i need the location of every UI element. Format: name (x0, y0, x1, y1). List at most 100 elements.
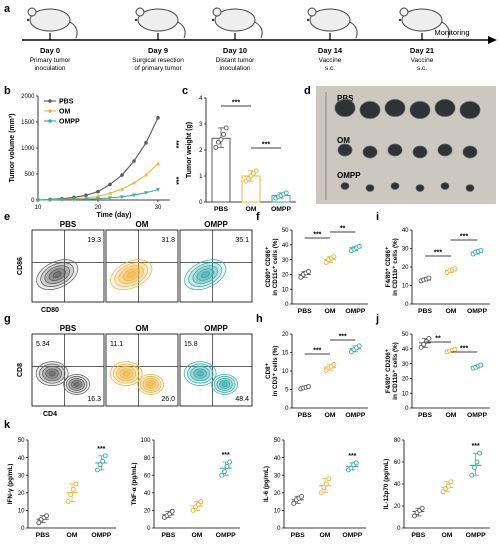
tumor-specimen (334, 99, 356, 117)
timeline-arrowhead (488, 36, 497, 44)
data-point-pbs (213, 144, 219, 150)
data-point-pbs (306, 268, 312, 274)
flow-contour (40, 262, 75, 287)
data-point-pbs (423, 338, 429, 344)
y-tick-label: 20 (144, 509, 151, 515)
flow-quadrant-value-upper-left: 5.34 (36, 341, 50, 348)
y-axis-label: F4/80⁺ CD86⁺ (385, 247, 392, 288)
flow-contour (183, 361, 217, 386)
y-tick-label: 0 (147, 526, 151, 532)
y-tick-label: 40 (18, 456, 25, 462)
y-axis-label: Tumor volume (mm³) (9, 113, 16, 182)
significance-label: *** (172, 177, 179, 185)
data-point-pbs (221, 131, 227, 137)
flow-quadrant-value-lower-right: 26.0 (161, 396, 175, 403)
panel-label-b: b (4, 85, 11, 97)
x-axis-label: Time (day) (97, 212, 132, 219)
tumor-specimen (415, 184, 425, 192)
significance-label: *** (97, 446, 105, 453)
data-point-om (331, 254, 337, 260)
data-point-om (448, 479, 454, 485)
data-point-om (190, 507, 196, 513)
timeline-event-line1: Distant tumor (216, 57, 255, 64)
data-point-om (96, 194, 100, 198)
mouse-eye (134, 18, 138, 22)
x-category-label: OMPP (345, 412, 365, 419)
data-point-pbs (108, 182, 112, 187)
x-category-label: OM (446, 308, 457, 315)
y-tick-label: 0 (277, 526, 281, 532)
y-tick-label: 40 (144, 491, 151, 497)
panel-label-i: i (376, 211, 379, 223)
x-category-label: OMPP (345, 308, 365, 315)
data-point-om (440, 489, 446, 495)
y-tick-label: 0 (285, 406, 289, 412)
tumor-specimen (337, 143, 353, 157)
tumor-specimen (459, 101, 481, 119)
significance-label: *** (313, 348, 321, 355)
x-tick-label: 30 (155, 205, 162, 211)
y-axis-label: in CD3⁺ cells (%) (272, 346, 279, 397)
tumor-specimen (387, 143, 403, 157)
data-point-om (73, 481, 79, 487)
flow-group-label: OMPP (204, 220, 228, 229)
y-tick-label: 20 (402, 265, 409, 271)
mouse-body (137, 8, 179, 32)
x-category-label: PBS (298, 412, 312, 419)
timeline-event-line2: inoculation (34, 65, 65, 72)
mouse-tail (349, 21, 358, 39)
y-tick-label: 1000 (21, 146, 35, 152)
y-tick-label: 80 (144, 456, 151, 462)
flow-quadrant-value-lower-right: 16.3 (87, 396, 101, 403)
mouse-eye (26, 18, 30, 22)
data-point-ompp (227, 459, 233, 465)
data-point-ompp (224, 463, 230, 469)
mouse-eye (306, 18, 310, 22)
data-point-pbs (218, 137, 224, 143)
x-tick-label: 20 (95, 205, 102, 211)
legend-marker (48, 119, 52, 123)
flow-contour (187, 363, 214, 384)
x-category-label: OM (320, 532, 331, 539)
tumor-specimen (359, 101, 381, 119)
y-tick-label: 20 (394, 504, 401, 510)
data-point-ompp (97, 462, 103, 468)
flow-contour (147, 382, 154, 387)
flow-contour (122, 268, 140, 281)
panel-label-k: k (4, 419, 11, 431)
y-tick-label: 0 (405, 302, 409, 308)
panel-label-j: j (375, 313, 379, 325)
data-point-ompp (353, 460, 359, 466)
flow-y-axis-label: CD86 (17, 257, 24, 275)
tumor-specimen (390, 182, 400, 190)
flow-contour (65, 376, 88, 393)
legend-marker (48, 99, 52, 103)
timeline-day-label: Day 21 (410, 46, 434, 55)
y-tick-label: 50 (18, 438, 25, 444)
data-point-om (445, 483, 451, 489)
timeline-day-label: Day 0 (40, 46, 60, 55)
mouse-body (214, 8, 256, 32)
data-point-om (321, 485, 327, 490)
y-tick-label: 60 (394, 460, 401, 466)
data-point-om (120, 186, 124, 191)
mouse-tail (254, 21, 263, 39)
flow-contour (118, 265, 144, 284)
flow-quadrant-value: 31.8 (161, 237, 175, 244)
y-tick-label: 20 (18, 491, 25, 497)
data-point-pbs (291, 500, 297, 506)
x-category-label: PBS (214, 206, 228, 213)
flow-contour (114, 262, 149, 287)
x-category-label: OM (446, 412, 457, 419)
x-category-label: OMPP (467, 412, 487, 419)
y-axis-label: Tumor weight (g) (186, 122, 193, 178)
tumor-specimen (365, 184, 375, 192)
x-category-label: PBS (418, 412, 432, 419)
timeline-day-label: Day 10 (223, 46, 247, 55)
data-point-ompp (477, 450, 483, 456)
data-point-om (253, 168, 259, 174)
timeline-end-label: Monitoring (434, 28, 469, 37)
data-point-om (132, 180, 136, 185)
flow-contour (139, 376, 162, 393)
